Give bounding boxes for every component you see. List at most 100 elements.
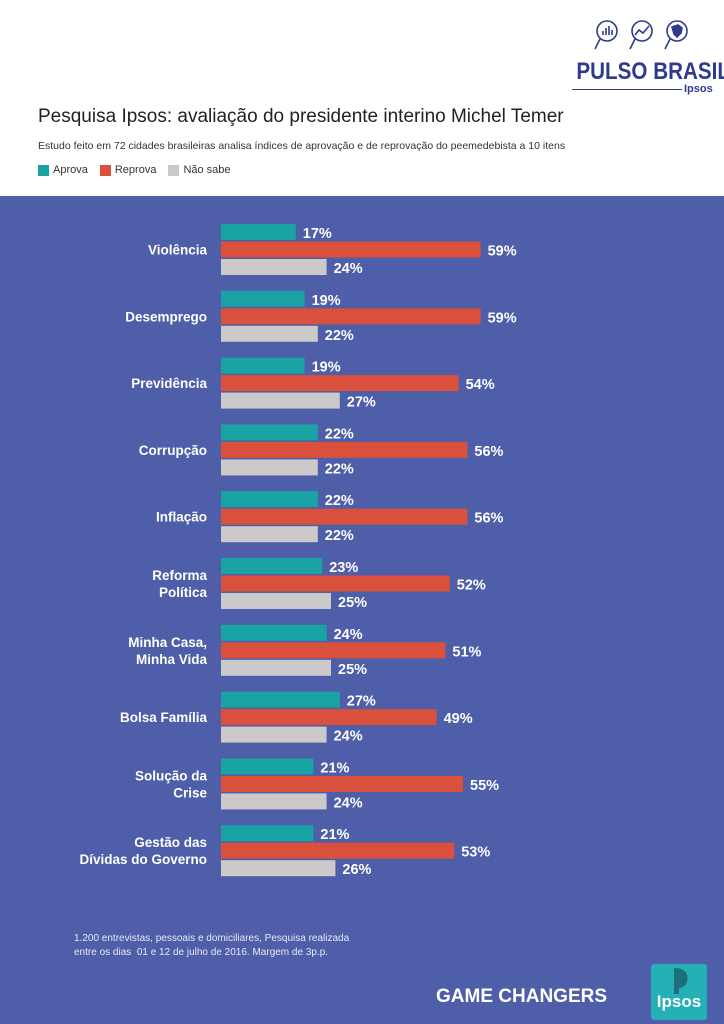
bar-aprova: [221, 290, 305, 307]
category-label: Crise: [173, 785, 207, 800]
bar-nao-sabe: [221, 392, 340, 409]
ipsos-logo-mark: [674, 968, 688, 994]
data-label-aprova: 17%: [303, 226, 332, 242]
data-label-reprova: 59%: [488, 244, 517, 260]
bar-nao-sabe: [221, 459, 318, 476]
legend-item-aprova: Aprova: [38, 164, 88, 176]
data-label-aprova: 24%: [334, 627, 363, 643]
data-label-reprova: 56%: [474, 444, 503, 460]
data-label-nao-sabe: 22%: [325, 461, 354, 477]
data-label-reprova: 49%: [444, 711, 473, 727]
category-label: Reforma: [152, 568, 207, 583]
data-label-aprova: 19%: [312, 293, 341, 309]
bar-chart: Violência 17% 59% 24% Desemprego 19% 59% 22% Pre…: [79, 224, 517, 878]
footnote-line-1: 1.200 entrevistas, pessoais e domiciliar…: [74, 933, 350, 944]
data-label-nao-sabe: 24%: [334, 795, 363, 811]
data-label-reprova: 53%: [461, 845, 490, 861]
category-label: Desemprego: [125, 309, 207, 324]
bar-nao-sabe: [221, 259, 327, 275]
logo-subtext: Ipsos: [684, 83, 713, 95]
bar-reprova: [221, 508, 468, 525]
data-label-aprova: 21%: [320, 760, 349, 776]
data-label-reprova: 55%: [470, 778, 499, 794]
data-label-nao-sabe: 25%: [338, 662, 367, 678]
bar-group: Bolsa Família 27% 49% 24%: [120, 691, 473, 745]
category-label: Bolsa Família: [120, 710, 208, 725]
data-label-nao-sabe: 22%: [325, 528, 354, 544]
data-label-aprova: 22%: [325, 426, 354, 442]
category-label: Solução da: [135, 768, 208, 783]
chart-subtitle: Estudo feito em 72 cidades brasileiras a…: [38, 140, 566, 152]
magnifier-trend-icon: [629, 20, 653, 50]
data-label-nao-sabe: 26%: [342, 862, 371, 878]
bar-nao-sabe: [221, 726, 327, 743]
bar-reprova: [221, 308, 481, 325]
data-label-reprova: 54%: [466, 377, 495, 393]
bar-group: Gestão das Dívidas do Governo 21% 53% 26%: [79, 825, 490, 878]
category-label: Política: [159, 585, 208, 600]
bar-reprova: [221, 575, 450, 592]
bar-aprova: [221, 491, 318, 508]
bar-aprova: [221, 424, 318, 441]
bar-aprova: [221, 558, 323, 574]
bar-nao-sabe: [221, 325, 318, 342]
bar-aprova: [221, 624, 327, 641]
bar-group: Inflação 22% 56% 22%: [156, 491, 504, 544]
bar-nao-sabe: [221, 860, 336, 877]
logo-icons: [594, 20, 688, 50]
game-changers-slogan: GAME CHANGERS: [436, 986, 608, 1007]
data-label-reprova: 51%: [452, 644, 481, 660]
bar-group: Minha Casa, Minha Vida 24% 51% 25%: [128, 624, 482, 678]
data-label-aprova: 19%: [312, 360, 341, 376]
ipsos-logo-text: Ipsos: [656, 992, 702, 1011]
bar-group: Solução da Crise 21% 55% 24%: [135, 758, 499, 811]
legend-label-reprova: Reprova: [114, 164, 157, 176]
bar-reprova: [221, 775, 463, 792]
bar-reprova: [221, 842, 455, 859]
magnifier-brazil-map-icon: [664, 20, 688, 50]
logo-rule: [572, 89, 682, 90]
bar-reprova: [221, 642, 446, 659]
legend: Aprova Reprova Não sabe: [38, 162, 243, 178]
legend-swatch-nao-sabe: [168, 164, 180, 176]
category-label: Corrupção: [139, 443, 207, 458]
bar-nao-sabe: [221, 793, 327, 810]
data-label-reprova: 56%: [474, 511, 503, 527]
data-label-reprova: 59%: [488, 310, 517, 326]
bar-aprova: [221, 357, 305, 374]
category-label: Dívidas do Governo: [79, 852, 207, 867]
legend-label-nao-sabe: Não sabe: [183, 164, 231, 176]
bar-reprova: [221, 709, 437, 726]
ipsos-logo: Ipsos: [651, 964, 707, 1020]
category-label: Minha Vida: [136, 652, 208, 667]
legend-item-reprova: Reprova: [99, 164, 157, 176]
legend-swatch-aprova: [38, 164, 49, 176]
chart-panel: [0, 196, 724, 1024]
category-label: Previdência: [131, 376, 207, 391]
category-label: Inflação: [156, 510, 207, 525]
data-label-nao-sabe: 25%: [338, 595, 367, 611]
bar-group: Desemprego 19% 59% 22%: [125, 290, 517, 344]
legend-item-nao-sabe: Não sabe: [168, 164, 231, 176]
data-label-aprova: 21%: [320, 827, 349, 843]
bar-aprova: [221, 758, 314, 775]
bar-group: Reforma Política 23% 52% 25%: [152, 558, 486, 611]
footnote: 1.200 entrevistas, pessoais e domiciliar…: [74, 932, 394, 960]
bar-group: Violência 17% 59% 24%: [148, 224, 517, 277]
logo-wordmark: PULSO BRASIL: [576, 58, 724, 85]
bar-aprova: [221, 691, 340, 708]
data-label-nao-sabe: 24%: [334, 729, 363, 745]
bar-aprova: [221, 825, 314, 842]
bar-nao-sabe: [221, 526, 318, 543]
footnote-line-2: entre os dias 01 e 12 de julho de 2016. …: [74, 947, 329, 958]
bar-group: Previdência 19% 54% 27%: [131, 357, 495, 411]
data-label-nao-sabe: 22%: [325, 328, 354, 344]
magnifier-bars-icon: [594, 20, 618, 50]
bar-reprova: [221, 241, 481, 258]
data-label-reprova: 52%: [457, 578, 486, 594]
data-label-aprova: 27%: [347, 694, 376, 710]
pulso-brasil-logo: PULSO BRASIL Ipsos: [566, 14, 724, 104]
legend-label-aprova: Aprova: [53, 164, 88, 176]
data-label-aprova: 23%: [329, 560, 358, 576]
data-label-nao-sabe: 24%: [334, 261, 363, 277]
